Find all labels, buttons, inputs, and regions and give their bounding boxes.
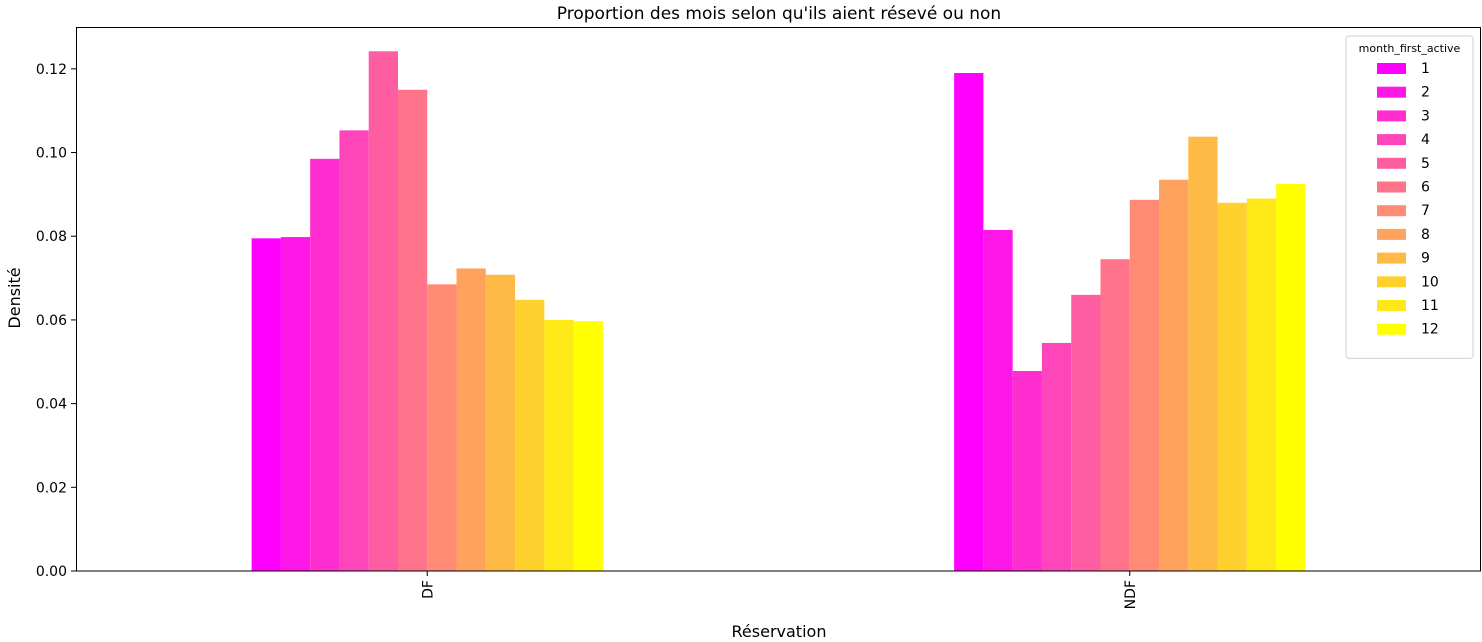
y-tick-label: 0.08 bbox=[36, 229, 67, 245]
bar-NDF-month-2 bbox=[983, 229, 1013, 571]
bar-DF-month-4 bbox=[339, 130, 369, 572]
x-tick-label-NDF: NDF bbox=[1123, 580, 1139, 609]
y-tick-label: 0.10 bbox=[36, 146, 67, 162]
bar-DF-month-9 bbox=[485, 274, 516, 571]
y-tick-label: 0.00 bbox=[36, 564, 67, 580]
legend-label-month-6: 6 bbox=[1421, 180, 1430, 196]
bar-DF-month-8 bbox=[456, 268, 486, 571]
bar-NDF-month-4 bbox=[1041, 342, 1072, 571]
legend-label-month-4: 4 bbox=[1421, 132, 1430, 148]
bar-NDF-month-9 bbox=[1188, 136, 1218, 571]
bar-DF-month-3 bbox=[310, 158, 340, 571]
x-axis-label: Réservation bbox=[732, 622, 827, 641]
bar-NDF-month-6 bbox=[1100, 259, 1130, 571]
y-tick-label: 0.06 bbox=[36, 313, 67, 329]
bar-DF-month-11 bbox=[544, 319, 574, 571]
bar-NDF-month-7 bbox=[1129, 199, 1160, 571]
legend-swatch-month-9 bbox=[1377, 252, 1406, 264]
legend-label-month-7: 7 bbox=[1421, 203, 1430, 219]
bar-NDF-month-8 bbox=[1159, 179, 1189, 572]
legend-label-month-10: 10 bbox=[1421, 274, 1439, 290]
x-tick-label-DF: DF bbox=[420, 580, 436, 599]
legend-swatch-month-4 bbox=[1377, 134, 1406, 146]
legend-label-month-3: 3 bbox=[1421, 108, 1430, 124]
legend-label-month-1: 1 bbox=[1421, 61, 1430, 77]
legend-swatch-month-6 bbox=[1377, 181, 1406, 193]
legend-swatch-month-10 bbox=[1377, 276, 1406, 288]
legend-label-month-8: 8 bbox=[1421, 227, 1430, 243]
legend-swatch-month-1 bbox=[1377, 63, 1406, 74]
bar-DF-month-12 bbox=[573, 321, 603, 571]
bar-DF-month-7 bbox=[427, 284, 457, 571]
legend-box bbox=[1345, 35, 1474, 359]
legend-swatch-month-7 bbox=[1377, 205, 1406, 217]
bar-NDF-month-12 bbox=[1276, 183, 1306, 572]
y-tick-label: 0.02 bbox=[36, 480, 67, 496]
x-axis: DF NDF bbox=[420, 571, 1139, 609]
bar-DF-month-5 bbox=[368, 51, 398, 571]
bar-NDF-month-10 bbox=[1217, 202, 1247, 571]
legend-swatch-month-2 bbox=[1377, 86, 1406, 98]
bars-group bbox=[251, 51, 1306, 572]
bar-DF-month-10 bbox=[515, 299, 545, 571]
legend-label-month-11: 11 bbox=[1421, 298, 1439, 314]
plot-frame bbox=[76, 27, 1481, 572]
bar-NDF-month-3 bbox=[1012, 370, 1042, 571]
legend-label-month-12: 12 bbox=[1421, 322, 1439, 338]
y-axis-label: Densité bbox=[5, 267, 24, 328]
bar-DF-month-2 bbox=[280, 237, 311, 571]
chart-title: Proportion des mois selon qu'ils aient r… bbox=[557, 4, 1001, 24]
legend-label-month-9: 9 bbox=[1421, 251, 1430, 267]
legend-swatch-month-8 bbox=[1377, 228, 1406, 240]
bar-DF-month-1 bbox=[251, 238, 281, 571]
y-axis: 0.00 0.02 0.04 0.06 0.08 0.10 0.12 bbox=[36, 62, 76, 580]
legend-swatch-month-11 bbox=[1377, 300, 1406, 311]
legend-label-month-2: 2 bbox=[1421, 85, 1430, 101]
y-tick-label: 0.12 bbox=[36, 62, 67, 78]
legend-swatch-month-12 bbox=[1377, 323, 1406, 335]
legend-title: month_first_active bbox=[1359, 42, 1461, 55]
legend-swatch-month-3 bbox=[1377, 110, 1406, 122]
bar-NDF-month-1 bbox=[954, 73, 984, 571]
y-tick-label: 0.04 bbox=[36, 397, 67, 413]
bar-NDF-month-5 bbox=[1071, 294, 1101, 571]
legend-label-month-5: 5 bbox=[1421, 156, 1430, 172]
legend-swatch-month-5 bbox=[1377, 157, 1406, 169]
bar-DF-month-6 bbox=[397, 89, 428, 572]
bar-NDF-month-11 bbox=[1246, 198, 1277, 571]
